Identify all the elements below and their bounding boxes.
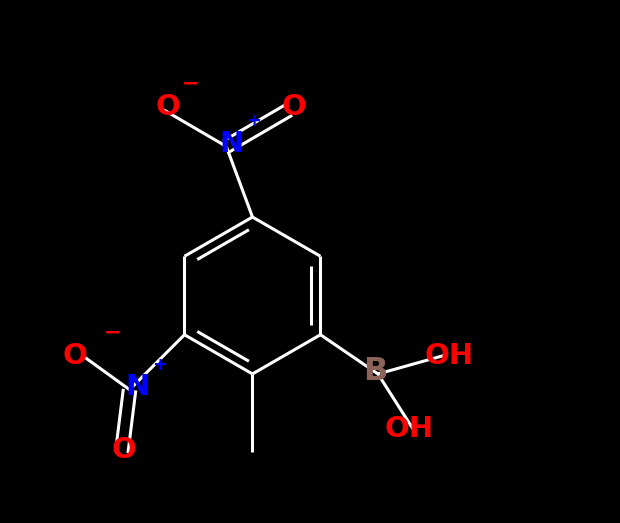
Text: B: B [363,356,388,387]
Text: O: O [155,93,180,121]
Text: O: O [112,436,137,464]
Text: OH: OH [424,342,473,370]
Text: N: N [125,373,149,401]
Text: −: − [104,322,122,342]
Text: OH: OH [385,415,434,443]
Text: O: O [63,342,87,370]
Text: N: N [219,130,244,158]
Text: +: + [246,112,261,130]
Text: O: O [282,93,307,121]
Text: +: + [152,356,167,373]
Text: −: − [182,74,200,94]
